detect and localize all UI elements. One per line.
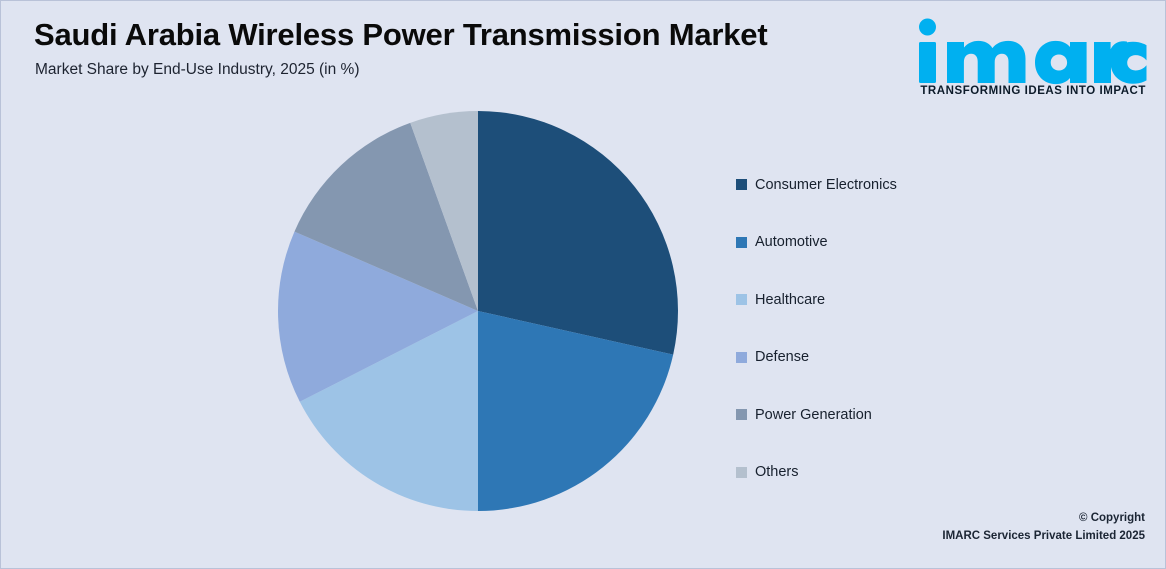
legend-item-power-generation[interactable]: Power Generation <box>736 386 1036 444</box>
pie-slice-consumer-electronics[interactable] <box>478 111 678 355</box>
legend-swatch-icon <box>736 351 747 363</box>
legend-swatch-icon <box>736 409 747 421</box>
page-title: Saudi Arabia Wireless Power Transmission… <box>34 17 768 52</box>
pie-slice-group <box>278 111 678 511</box>
legend-item-automotive[interactable]: Automotive <box>736 214 1036 272</box>
imarc-wordmark-icon <box>919 18 1147 85</box>
legend-label: Automotive <box>755 234 828 251</box>
legend-label: Power Generation <box>755 406 872 423</box>
imarc-logo: TRANSFORMING IDEAS INTO IMPACT <box>907 15 1147 107</box>
pie-slice-others[interactable] <box>410 111 478 311</box>
pie-chart-svg <box>278 111 678 511</box>
legend-label: Consumer Electronics <box>755 176 897 193</box>
legend-swatch-icon <box>736 179 747 191</box>
pie-slice-automotive[interactable] <box>478 311 674 511</box>
chart-legend: Consumer Electronics Automotive Healthca… <box>736 156 1036 501</box>
legend-label: Healthcare <box>755 291 826 308</box>
legend-swatch-icon <box>736 294 747 306</box>
pie-slice-power-generation[interactable] <box>294 122 478 311</box>
chart-subtitle: Market Share by End-Use Industry, 2025 (… <box>35 61 360 78</box>
legend-label: Others <box>755 464 799 481</box>
pie-slice-healthcare[interactable] <box>299 311 478 511</box>
pie-slice-defense[interactable] <box>278 231 478 402</box>
copyright-notice: © Copyright IMARC Services Private Limit… <box>942 510 1145 546</box>
legend-swatch-icon <box>736 236 747 248</box>
legend-item-consumer-electronics[interactable]: Consumer Electronics <box>736 156 1036 214</box>
logo-tagline: TRANSFORMING IDEAS INTO IMPACT <box>920 85 1146 97</box>
legend-item-defense[interactable]: Defense <box>736 329 1036 387</box>
pie-chart <box>278 111 678 511</box>
copyright-line-1: © Copyright <box>1079 512 1145 525</box>
legend-swatch-icon <box>736 466 747 478</box>
legend-item-others[interactable]: Others <box>736 444 1036 502</box>
legend-label: Defense <box>755 349 810 366</box>
copyright-line-2: IMARC Services Private Limited 2025 <box>942 530 1145 543</box>
legend-item-healthcare[interactable]: Healthcare <box>736 271 1036 329</box>
